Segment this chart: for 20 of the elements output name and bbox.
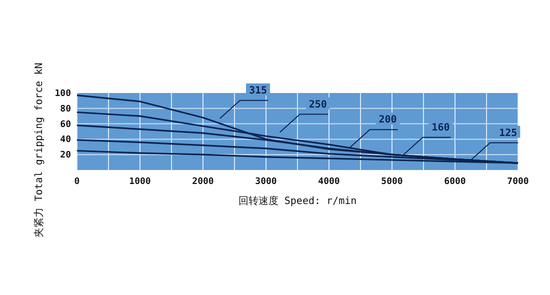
annotation: 250 xyxy=(308,99,327,110)
annotation: 200 xyxy=(378,114,397,126)
annotation: 315 xyxy=(248,85,268,96)
x-tick-label: 7000 xyxy=(507,177,529,187)
y-tick-label: 60 xyxy=(60,120,71,130)
y-axis-title: 夹紧力 Total gripping force kN xyxy=(33,62,45,238)
x-tick-label: 2000 xyxy=(192,177,214,187)
x-tick-label: 0 xyxy=(74,177,80,187)
y-tick-label: 100 xyxy=(54,89,71,99)
annotation: 125 xyxy=(499,128,518,139)
y-tick-label: 40 xyxy=(60,135,71,146)
x-tick-label: 5000 xyxy=(381,177,403,187)
y-tick-label: 80 xyxy=(60,104,71,114)
x-tick-label: 3000 xyxy=(255,177,277,187)
annotation: 160 xyxy=(432,122,450,134)
x-tick-label: 4000 xyxy=(318,177,340,187)
x-tick-label: 6000 xyxy=(444,177,466,187)
x-axis-title: 回转速度 Speed: r/min xyxy=(238,195,357,207)
x-tick-label: 1000 xyxy=(129,177,151,187)
y-tick-label: 20 xyxy=(60,150,71,161)
